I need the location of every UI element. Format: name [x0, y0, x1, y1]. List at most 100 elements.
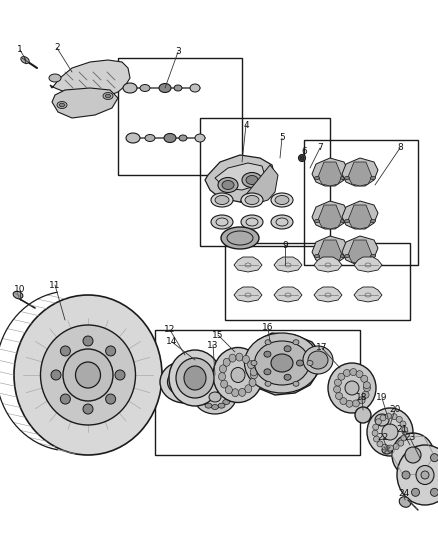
Ellipse shape — [63, 349, 113, 401]
Ellipse shape — [251, 371, 258, 379]
Polygon shape — [342, 158, 378, 186]
Polygon shape — [274, 257, 302, 272]
Ellipse shape — [219, 365, 226, 373]
Ellipse shape — [371, 176, 375, 180]
Text: 15: 15 — [212, 330, 224, 340]
Ellipse shape — [271, 354, 293, 372]
Ellipse shape — [375, 414, 389, 426]
Ellipse shape — [284, 374, 291, 380]
Ellipse shape — [375, 419, 381, 425]
Ellipse shape — [174, 85, 182, 91]
Circle shape — [106, 394, 116, 404]
Ellipse shape — [215, 196, 229, 205]
Polygon shape — [348, 240, 372, 264]
Ellipse shape — [355, 407, 371, 423]
Ellipse shape — [200, 400, 207, 405]
Ellipse shape — [345, 381, 359, 395]
Text: 23: 23 — [404, 433, 416, 442]
Ellipse shape — [398, 440, 404, 446]
Ellipse shape — [126, 133, 140, 143]
Ellipse shape — [221, 227, 259, 249]
Ellipse shape — [223, 358, 230, 366]
Ellipse shape — [251, 360, 257, 366]
Bar — [200, 118, 330, 246]
Ellipse shape — [378, 417, 385, 423]
Ellipse shape — [205, 403, 212, 408]
Ellipse shape — [345, 176, 350, 180]
Bar — [225, 243, 410, 320]
Text: 11: 11 — [49, 280, 61, 289]
Ellipse shape — [402, 427, 408, 433]
Ellipse shape — [346, 400, 353, 407]
Text: 19: 19 — [376, 393, 388, 402]
Ellipse shape — [223, 390, 230, 394]
Ellipse shape — [14, 295, 162, 455]
Ellipse shape — [212, 405, 219, 409]
Ellipse shape — [145, 134, 155, 141]
Circle shape — [83, 336, 93, 346]
Ellipse shape — [123, 83, 137, 93]
Ellipse shape — [218, 403, 225, 408]
Ellipse shape — [372, 430, 378, 436]
Ellipse shape — [334, 386, 341, 393]
Ellipse shape — [225, 394, 232, 400]
Ellipse shape — [362, 391, 369, 398]
Text: 1: 1 — [17, 45, 23, 54]
Ellipse shape — [247, 361, 254, 369]
Ellipse shape — [271, 215, 293, 229]
Ellipse shape — [49, 74, 61, 82]
Circle shape — [431, 454, 438, 462]
Ellipse shape — [167, 368, 202, 396]
Ellipse shape — [373, 424, 379, 430]
Text: 17: 17 — [316, 343, 328, 352]
Polygon shape — [354, 287, 382, 302]
Ellipse shape — [174, 373, 196, 391]
Text: 8: 8 — [397, 143, 403, 152]
Ellipse shape — [231, 367, 245, 383]
Ellipse shape — [405, 447, 421, 463]
Ellipse shape — [140, 85, 150, 92]
Text: 6: 6 — [301, 148, 307, 157]
Ellipse shape — [218, 177, 238, 192]
Ellipse shape — [400, 421, 406, 427]
Ellipse shape — [211, 193, 233, 207]
Ellipse shape — [284, 346, 291, 352]
Text: 12: 12 — [164, 326, 176, 335]
Ellipse shape — [275, 196, 289, 205]
Ellipse shape — [345, 254, 350, 257]
Ellipse shape — [195, 134, 205, 142]
Ellipse shape — [250, 368, 257, 376]
Ellipse shape — [343, 369, 350, 376]
Bar — [155, 330, 360, 455]
Ellipse shape — [385, 413, 392, 419]
Ellipse shape — [241, 193, 263, 207]
Ellipse shape — [371, 254, 375, 257]
Text: 4: 4 — [243, 120, 249, 130]
Text: 13: 13 — [207, 341, 219, 350]
Circle shape — [51, 370, 61, 380]
Ellipse shape — [391, 414, 397, 419]
Polygon shape — [312, 236, 348, 264]
Polygon shape — [205, 155, 275, 202]
Bar — [304, 140, 418, 265]
Ellipse shape — [353, 400, 360, 407]
Text: 20: 20 — [389, 406, 401, 415]
Ellipse shape — [106, 94, 110, 98]
Circle shape — [411, 454, 420, 462]
Ellipse shape — [245, 385, 252, 393]
Polygon shape — [342, 201, 378, 229]
Polygon shape — [242, 333, 322, 395]
Polygon shape — [378, 412, 386, 420]
Ellipse shape — [297, 360, 304, 366]
Ellipse shape — [264, 351, 271, 357]
Ellipse shape — [307, 360, 313, 366]
Ellipse shape — [159, 84, 171, 93]
Ellipse shape — [401, 435, 407, 441]
Ellipse shape — [179, 135, 187, 141]
Ellipse shape — [303, 346, 333, 374]
Polygon shape — [240, 165, 278, 204]
Polygon shape — [312, 158, 348, 186]
Ellipse shape — [60, 103, 64, 107]
Ellipse shape — [382, 444, 388, 450]
Ellipse shape — [421, 471, 429, 479]
